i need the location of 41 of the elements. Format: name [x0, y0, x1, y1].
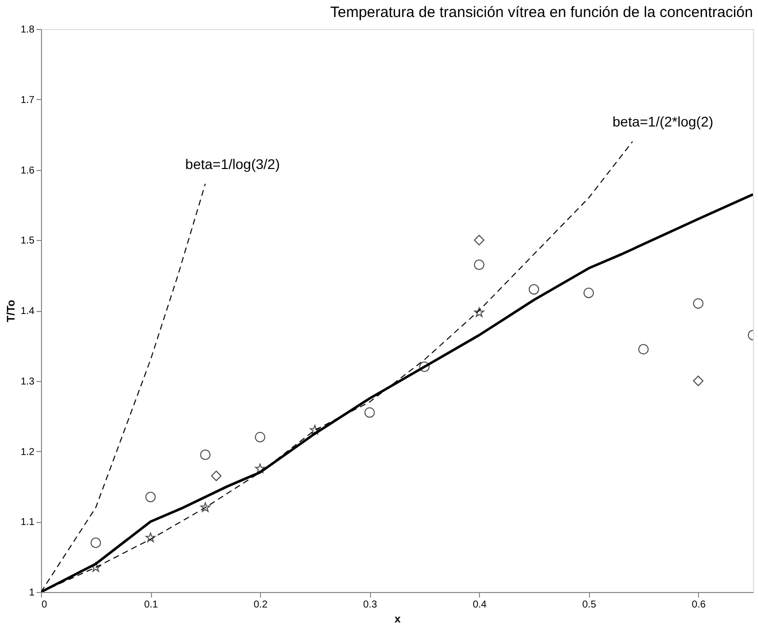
y-tick-label: 1.6 [20, 165, 35, 176]
point [90, 538, 102, 548]
point [146, 532, 156, 542]
point [419, 362, 430, 372]
point [145, 492, 156, 502]
point [310, 424, 320, 434]
point [254, 432, 266, 442]
x-tick-label: 0.6 [692, 600, 706, 610]
x-tick-label: 0 [42, 600, 48, 610]
y-tick-label: 1.8 [20, 24, 35, 36]
series-label: beta=1/(2*log(2) [612, 114, 714, 130]
point [528, 284, 540, 295]
point [474, 307, 484, 317]
point [200, 502, 210, 512]
x-tick-label: 0.3 [363, 600, 378, 610]
y-tick-label: 1.7 [20, 94, 35, 106]
point [364, 407, 375, 418]
point [200, 450, 211, 460]
point [474, 234, 484, 246]
chart-title: Temperatura de transición vítrea en función de la concentración [330, 4, 753, 21]
x-tick-label: 0.4 [472, 600, 488, 610]
y-tick-label: 1.1 [20, 517, 35, 528]
x-tick-label: 0.5 [582, 600, 597, 610]
y-tick-label: 1.2 [20, 446, 35, 458]
point [692, 376, 704, 386]
x-axis-title: x [394, 614, 402, 626]
x-tick-label: 0.1 [144, 600, 158, 610]
point [211, 470, 222, 482]
point [90, 562, 101, 572]
point [638, 344, 649, 354]
series-label: beta=1/log(3/2) [185, 156, 280, 172]
point [692, 298, 704, 309]
y-axis-title: T/To [6, 300, 18, 322]
point [255, 464, 266, 474]
point [583, 288, 594, 298]
y-tick-label: 1 [28, 588, 35, 598]
y-tick-label: 1.4 [20, 306, 35, 317]
x-tick-label: 0.2 [254, 600, 268, 610]
point [474, 260, 484, 270]
y-tick-label: 1.5 [20, 236, 35, 247]
y-tick-label: 1.3 [20, 376, 35, 388]
